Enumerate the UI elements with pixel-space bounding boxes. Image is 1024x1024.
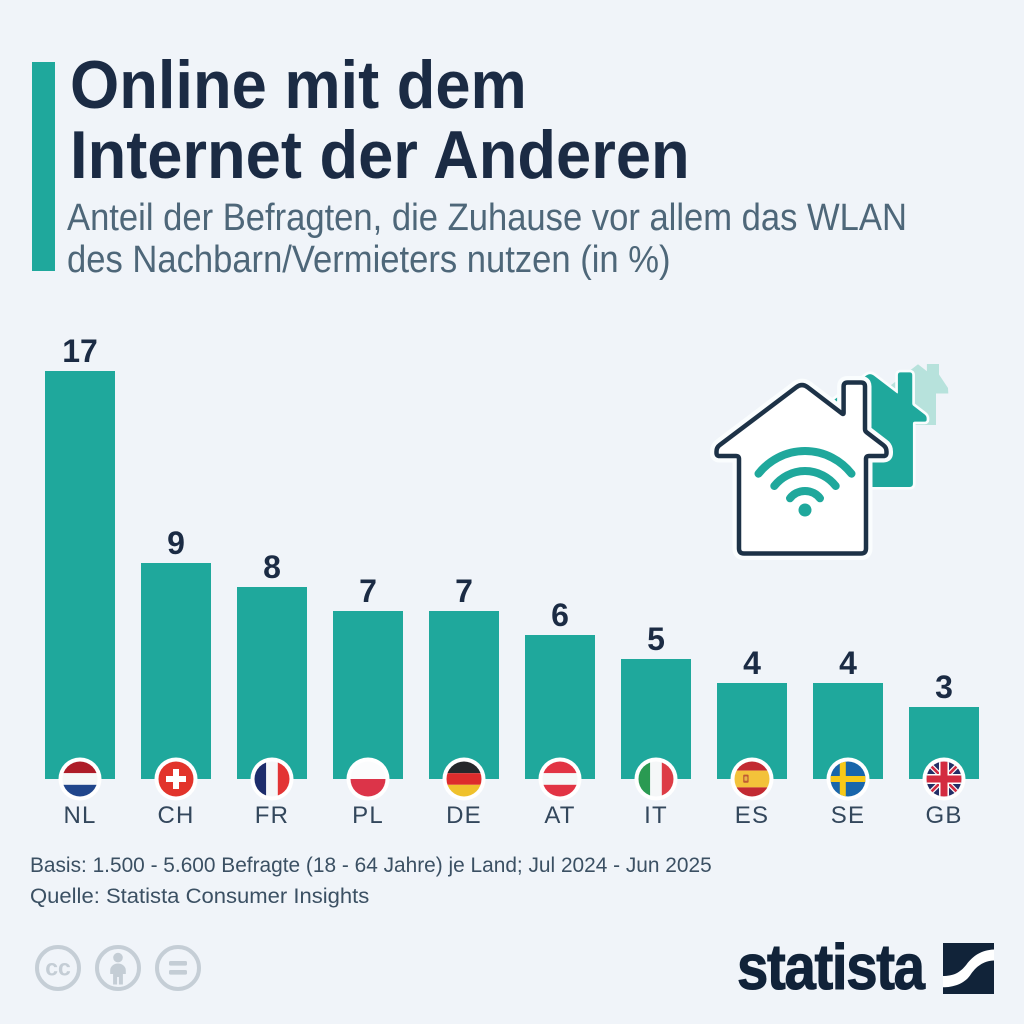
svg-text:cc: cc: [45, 955, 71, 981]
